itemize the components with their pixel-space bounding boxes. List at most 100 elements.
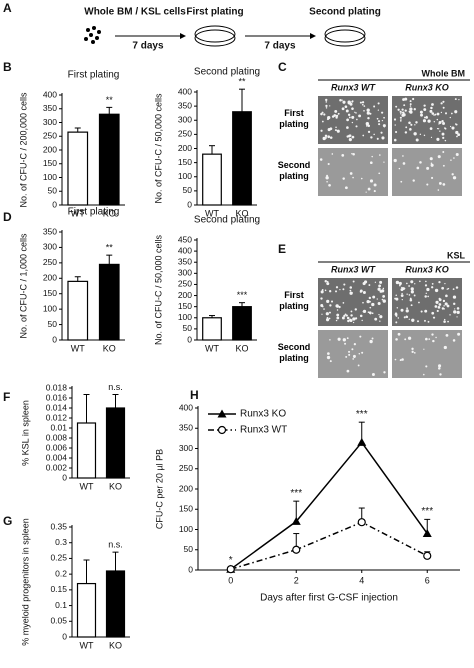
y-tick-label: 100 [178, 171, 192, 181]
colony [399, 116, 402, 119]
colony [438, 182, 442, 185]
y-tick-label: 400 [178, 245, 192, 255]
y-tick-label: 0.008 [46, 432, 68, 442]
colony [325, 101, 328, 103]
colony [336, 309, 339, 311]
colony [320, 129, 323, 132]
colony [425, 280, 427, 283]
y-tick-label: 350 [178, 256, 192, 266]
colony [410, 123, 413, 126]
plate-image [392, 96, 462, 144]
colony [320, 303, 324, 307]
colony [334, 109, 338, 113]
marker [292, 545, 301, 554]
colony [442, 299, 446, 303]
colony [326, 299, 330, 303]
colony [441, 286, 445, 290]
bar [105, 570, 126, 638]
colony [380, 131, 383, 134]
colony [369, 312, 372, 315]
colony [412, 97, 415, 101]
colony [365, 191, 367, 193]
colony [352, 321, 355, 324]
colony [424, 295, 427, 298]
colony [348, 353, 351, 356]
colony [423, 373, 425, 376]
colony [409, 297, 412, 300]
significance: *** [356, 409, 368, 420]
colony [348, 350, 351, 353]
colony [438, 367, 441, 370]
colony [325, 137, 327, 139]
colony [371, 337, 374, 340]
colony [400, 119, 402, 121]
colony [383, 299, 385, 302]
significance: * [229, 555, 233, 566]
colony [352, 153, 355, 156]
colony [394, 124, 396, 126]
colony [363, 110, 365, 112]
colony [458, 98, 460, 101]
panel-letter: E [278, 242, 286, 256]
colony [393, 138, 397, 142]
colony [442, 183, 446, 186]
colony [337, 112, 340, 115]
colony [329, 136, 333, 139]
y-tick-label: 400 [178, 86, 192, 96]
y-tick-label: 0 [187, 334, 192, 344]
colony [423, 108, 427, 112]
y-tick-label: 0 [52, 199, 57, 209]
colony [422, 119, 427, 123]
y-tick-label: 200 [43, 273, 57, 283]
colony [454, 308, 456, 310]
colony [377, 302, 381, 306]
colony [405, 309, 409, 313]
colony [411, 318, 415, 322]
y-axis-label: CFU-C per 20 µl PB [154, 449, 164, 529]
colony [394, 358, 397, 361]
colony [419, 133, 422, 136]
cell-cluster [84, 26, 101, 44]
colony [341, 154, 345, 157]
colony [403, 113, 406, 116]
y-tick-label: 300 [43, 117, 57, 127]
column-header: Runx3 WT [331, 264, 377, 274]
colony [362, 134, 365, 137]
colony [377, 109, 379, 111]
colony [369, 161, 373, 165]
colony [369, 306, 372, 309]
colony [358, 114, 362, 118]
plate-image [318, 148, 388, 196]
colony [344, 342, 347, 345]
plate-image [392, 148, 462, 196]
colony [359, 314, 363, 318]
y-tick-label: 50 [183, 185, 193, 195]
colony [382, 287, 385, 290]
colony [399, 359, 402, 362]
colony [328, 317, 331, 320]
colony [447, 287, 450, 290]
colony [361, 101, 365, 104]
y-tick-label: 0.014 [46, 402, 68, 412]
colony [439, 130, 441, 132]
colony [418, 301, 420, 304]
colony [370, 136, 373, 139]
colony [455, 152, 459, 156]
colony [366, 111, 370, 115]
colony [409, 100, 412, 103]
colony [358, 353, 361, 355]
colony [363, 280, 368, 284]
colony [325, 176, 329, 180]
plate-image [318, 330, 388, 378]
column-header: Runx3 KO [405, 264, 449, 274]
colony [399, 284, 401, 287]
colony [329, 290, 332, 293]
colony [409, 298, 413, 302]
colony [353, 356, 356, 359]
colony [456, 316, 458, 318]
colony [438, 303, 442, 306]
colony [351, 153, 353, 155]
colony [402, 155, 404, 157]
marker [423, 551, 432, 560]
